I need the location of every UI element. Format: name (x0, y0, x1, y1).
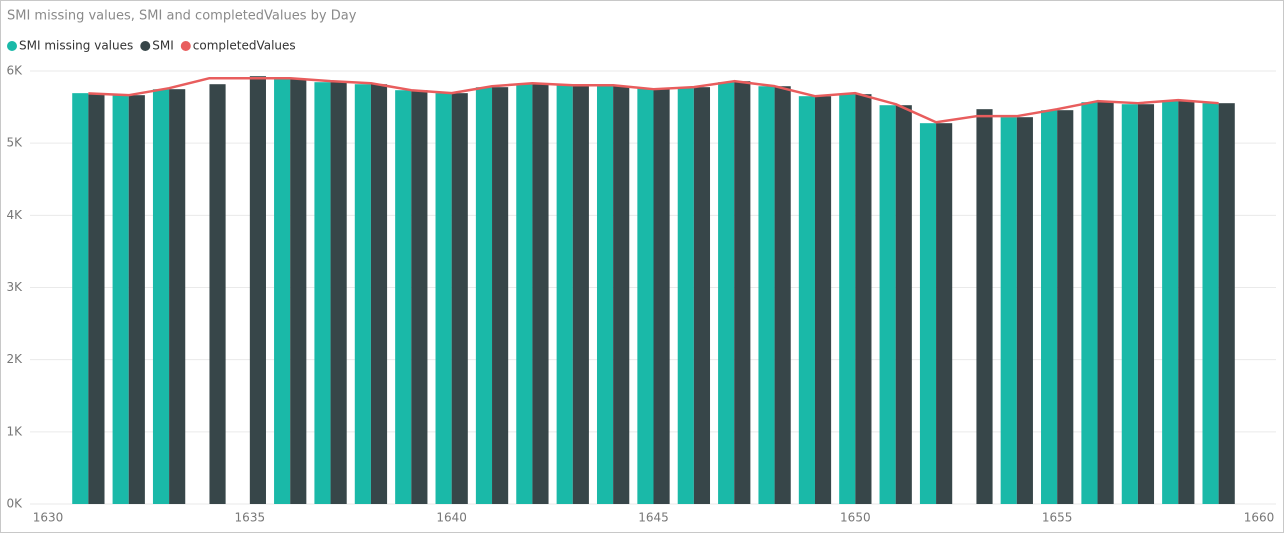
bar (976, 109, 993, 504)
bar (1202, 103, 1219, 504)
bar (354, 84, 371, 505)
bar (774, 86, 791, 504)
bar (879, 105, 896, 504)
x-tick-label: 1645 (638, 511, 669, 525)
bar (677, 87, 694, 504)
bar (330, 82, 347, 504)
bar (572, 84, 589, 505)
y-tick-label: 2K (6, 352, 23, 366)
bar (693, 87, 711, 504)
bar (839, 94, 856, 504)
x-tick-label: 1630 (33, 511, 64, 525)
bar (718, 82, 735, 504)
legend-label: completedValues (193, 39, 296, 53)
y-tick-label: 6K (6, 64, 23, 78)
bar (1097, 102, 1114, 505)
bar (249, 76, 266, 505)
bar (734, 81, 751, 504)
bar (637, 88, 654, 505)
legend-marker (7, 41, 17, 51)
bar (451, 93, 468, 505)
x-tick-label: 1655 (1042, 511, 1073, 525)
bar (1218, 103, 1235, 504)
chart-title: SMI missing values, SMI and completedVal… (7, 9, 357, 24)
y-tick-label: 1K (6, 424, 23, 438)
bar (1137, 104, 1155, 505)
y-tick-label: 0K (6, 497, 23, 511)
y-tick-label: 4K (6, 208, 23, 222)
bar (492, 87, 509, 504)
bar (855, 94, 872, 504)
bar (1000, 117, 1017, 504)
bar (814, 96, 832, 505)
bar (596, 86, 614, 504)
bar (1081, 102, 1098, 505)
bar (556, 84, 573, 505)
bar (1041, 110, 1058, 505)
bar (314, 82, 331, 504)
bar (653, 88, 670, 505)
bar (1121, 104, 1138, 505)
bar (128, 95, 145, 504)
y-tick-label: 5K (6, 136, 23, 150)
bar (798, 96, 815, 505)
bar (112, 95, 129, 504)
x-tick-label: 1660 (1244, 511, 1275, 525)
legend-label: SMI (152, 39, 174, 53)
bar (169, 89, 186, 504)
legend-marker (180, 41, 191, 51)
bar (1016, 117, 1033, 504)
bar (475, 87, 493, 504)
bar (72, 93, 89, 505)
bar (532, 84, 549, 505)
legend-marker (140, 41, 151, 51)
bar (411, 90, 428, 504)
line (88, 76, 1219, 124)
bar (1057, 110, 1074, 505)
bar (435, 93, 452, 505)
bar (274, 78, 291, 504)
legend-label: SMI missing values (19, 39, 133, 53)
bar (936, 123, 953, 504)
bar (88, 94, 105, 504)
bar (370, 84, 388, 505)
bar (613, 86, 630, 504)
bar (1178, 101, 1195, 505)
bar (758, 86, 775, 504)
x-tick-label: 1650 (840, 511, 871, 525)
bar (516, 84, 533, 505)
bar (395, 90, 412, 504)
bar (209, 84, 226, 505)
x-tick-label: 1640 (436, 511, 467, 525)
bar (290, 79, 307, 505)
bar (152, 89, 170, 504)
bar (919, 123, 937, 504)
bar (1162, 101, 1179, 505)
y-tick-label: 3K (6, 280, 23, 294)
bar (895, 105, 912, 504)
x-tick-label: 1635 (235, 511, 266, 525)
